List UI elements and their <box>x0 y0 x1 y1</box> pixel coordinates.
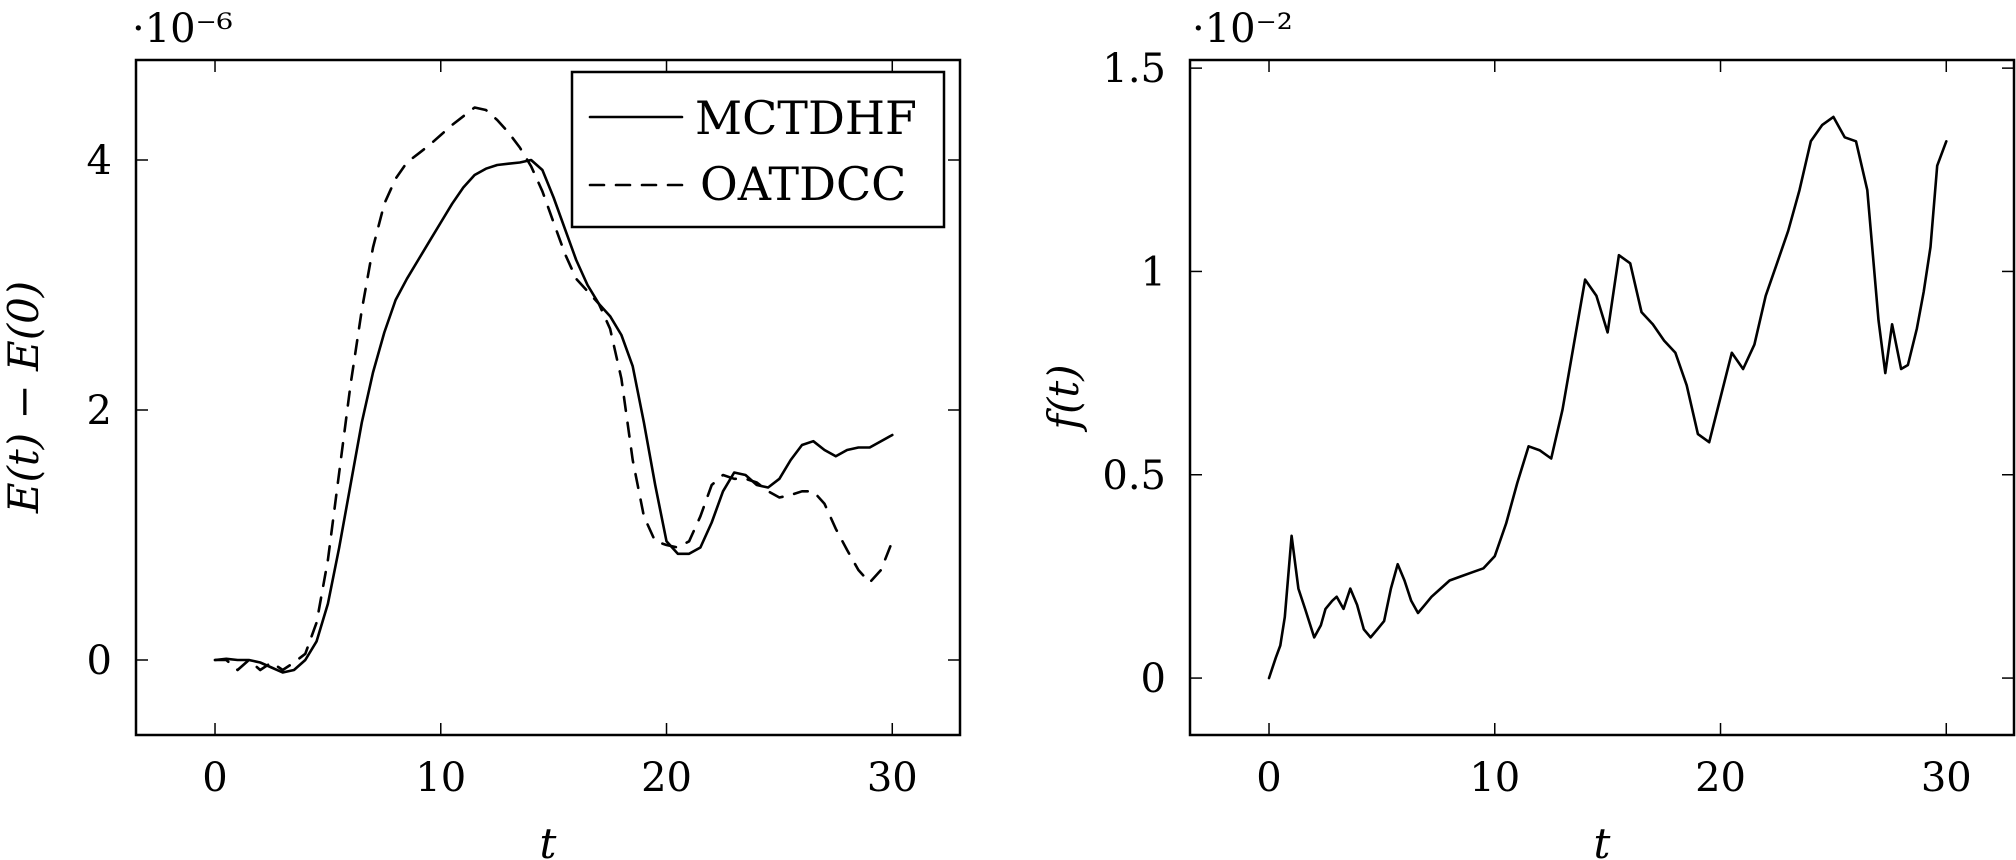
left-x-axis-title: t <box>540 819 557 860</box>
legend: MCTDHF OATDCC <box>570 70 946 229</box>
left-x-tick-label: 20 <box>641 755 692 801</box>
left-y-tick-label: 0 <box>87 638 112 684</box>
left-y-scale-label: ·10⁻⁶ <box>132 6 233 52</box>
legend-label-mctdhf: MCTDHF <box>695 91 917 145</box>
right-y-tick-label: 1 <box>1141 249 1166 295</box>
left-panel: ·10⁻⁶ E(t) − E(0) t 0 10 20 30 0 2 4 MCTDHF OA… <box>0 6 962 860</box>
right-panel: ·10⁻² f(t) t 0 10 20 30 0 0.5 1 1.5 <box>1039 6 2016 860</box>
right-x-tick-label: 30 <box>1921 755 1972 801</box>
legend-label-oatdcc: OATDCC <box>700 157 906 211</box>
legend-box <box>570 70 946 229</box>
left-series-mctdhf <box>213 158 894 674</box>
left-x-tick-label: 10 <box>415 755 466 801</box>
right-plot-frame <box>1188 58 2016 737</box>
left-y-tick-label: 2 <box>87 388 112 434</box>
left-plot-frame <box>134 58 962 737</box>
left-x-tick-label: 0 <box>202 755 227 801</box>
left-x-tick-label: 30 <box>867 755 918 801</box>
right-y-scale-label: ·10⁻² <box>1192 6 1293 52</box>
right-y-axis-title: f(t) <box>1039 364 1088 432</box>
right-x-axis-title: t <box>1594 819 1611 860</box>
right-x-tick-label: 10 <box>1469 755 1520 801</box>
right-y-tick-label: 0 <box>1141 656 1166 702</box>
right-x-tick-label: 0 <box>1256 755 1281 801</box>
left-y-tick-label: 4 <box>87 138 112 184</box>
left-y-axis-title: E(t) − E(0) <box>0 281 48 514</box>
right-y-tick-label: 1.5 <box>1102 46 1166 92</box>
right-x-tick-label: 20 <box>1695 755 1746 801</box>
right-series-line-0 <box>1267 115 1948 680</box>
left-series-oatdcc <box>213 106 894 672</box>
right-y-tick-label: 0.5 <box>1102 453 1166 499</box>
